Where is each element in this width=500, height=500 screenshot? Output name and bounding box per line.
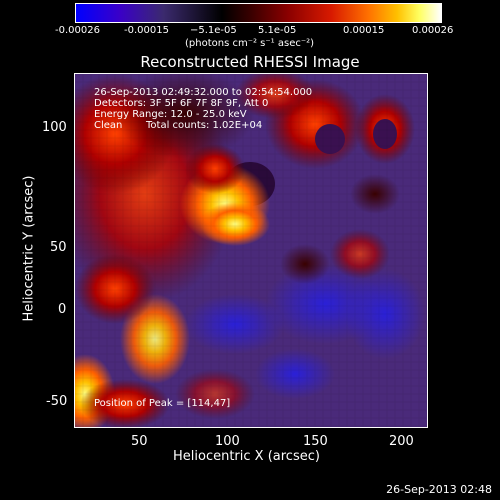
total-counts-text: Total counts: 1.02E+04 — [146, 120, 263, 131]
x-axis-title: Heliocentric X (arcsec) — [173, 449, 320, 464]
detectors-text: Detectors: 3F 5F 6F 7F 8F 9F, Att 0 — [94, 98, 269, 109]
colorbar-units: (photons cm⁻² s⁻¹ asec⁻²) — [185, 38, 315, 49]
y-tick-label: 100 — [42, 120, 67, 135]
y-tick-label: 50 — [50, 240, 67, 255]
colorbar-tick-label: -0.00015 — [124, 25, 169, 36]
energy-range-text: Energy Range: 12.0 - 25.0 keV — [94, 109, 247, 120]
colorbar-tick-label: 5.1e-05 — [258, 25, 297, 36]
x-tick-label: 150 — [303, 434, 328, 449]
colorbar-tick-label: 0.00026 — [412, 25, 454, 36]
x-tick-label: 100 — [215, 434, 240, 449]
rhessi-image — [74, 73, 428, 428]
footer-date: 26-Sep-2013 02:48 — [386, 483, 492, 496]
y-axis-title: Heliocentric Y (arcsec) — [21, 175, 37, 322]
x-tick-label: 200 — [389, 434, 414, 449]
plot-title: Reconstructed RHESSI Image — [140, 53, 360, 71]
colorbar — [75, 3, 442, 23]
method-text: Clean — [94, 120, 123, 131]
colorbar-tick-label: 0.00015 — [343, 25, 385, 36]
peak-position-text: Position of Peak = [114,47] — [94, 398, 231, 409]
colorbar-tick-label: −5.1e-05 — [190, 25, 237, 36]
time-range-text: 26-Sep-2013 02:49:32.000 to 02:54:54.000 — [94, 87, 313, 98]
colorbar-tick-label: -0.00026 — [55, 25, 100, 36]
x-tick-label: 50 — [131, 434, 148, 449]
rhessi-heatmap — [75, 74, 427, 427]
y-tick-label: 0 — [58, 302, 67, 317]
y-tick-label: -50 — [46, 394, 68, 409]
